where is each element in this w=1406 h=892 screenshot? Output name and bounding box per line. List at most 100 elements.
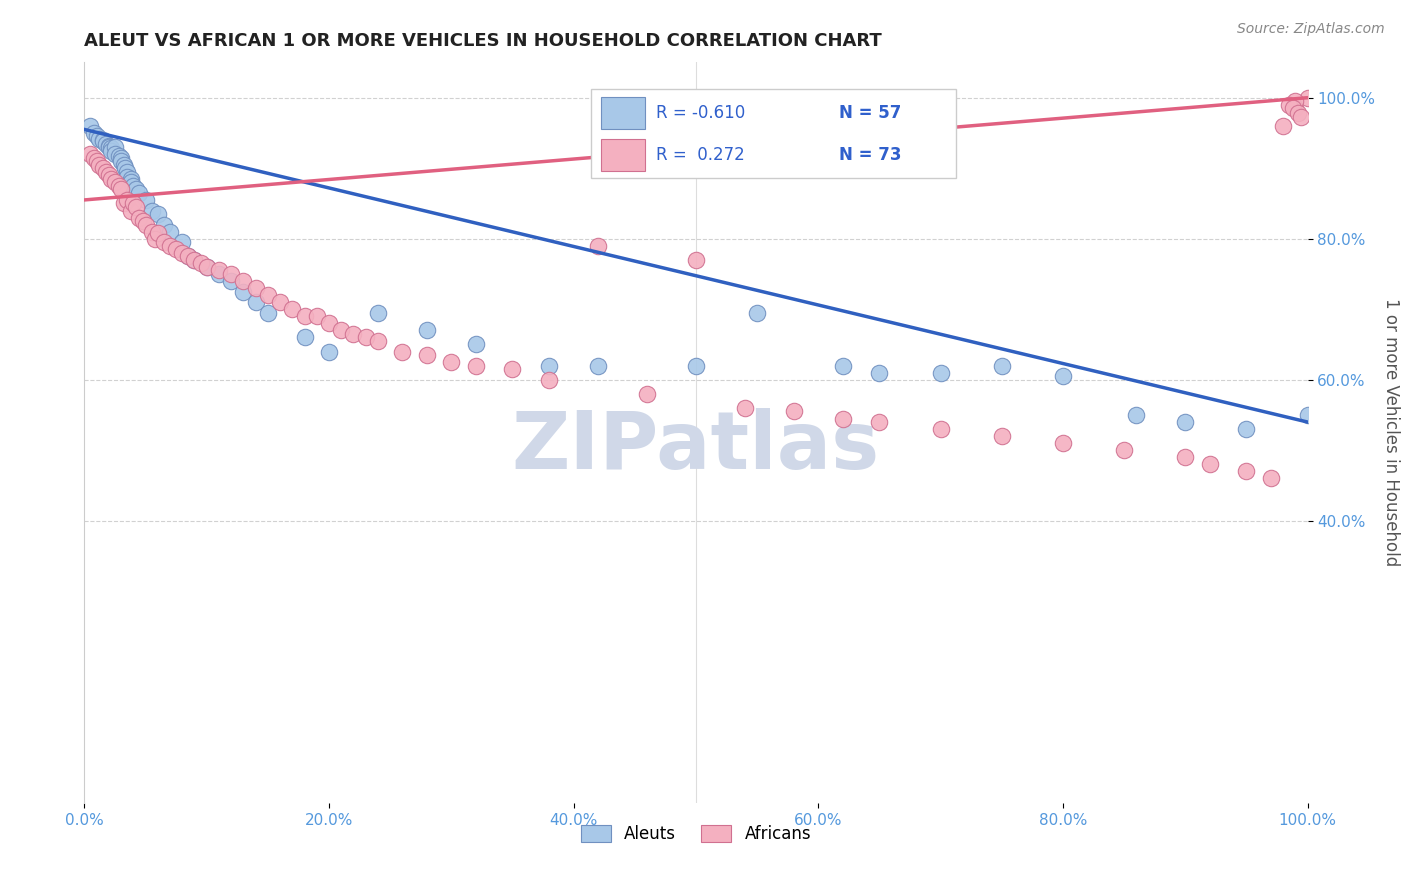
Point: [294, 310, 316, 324]
Point: [104, 140, 127, 154]
Point: [86, 129, 108, 144]
Point: [79, 147, 101, 161]
Text: Source: ZipAtlas.com: Source: ZipAtlas.com: [1237, 22, 1385, 37]
Point: [125, 200, 148, 214]
Point: [128, 186, 150, 200]
Point: [96, 165, 118, 179]
Point: [104, 147, 127, 161]
Point: [122, 196, 145, 211]
FancyBboxPatch shape: [602, 139, 645, 171]
Point: [120, 171, 142, 186]
Point: [219, 267, 242, 281]
Point: [1236, 464, 1258, 478]
Point: [208, 263, 231, 277]
Point: [141, 203, 163, 218]
Point: [440, 355, 463, 369]
Point: [183, 252, 205, 267]
Point: [464, 337, 486, 351]
Legend: Aleuts, Africans: Aleuts, Africans: [574, 819, 818, 850]
Point: [177, 249, 200, 263]
Point: [112, 196, 135, 211]
Point: [97, 140, 120, 154]
Point: [232, 285, 254, 299]
Point: [586, 239, 609, 253]
Point: [685, 252, 707, 267]
Point: [143, 232, 166, 246]
Point: [636, 387, 658, 401]
Point: [83, 151, 105, 165]
Point: [208, 267, 231, 281]
Point: [219, 274, 242, 288]
Point: [125, 182, 148, 196]
Point: [232, 274, 254, 288]
Point: [367, 306, 389, 320]
Point: [91, 161, 114, 176]
Point: [734, 401, 756, 415]
Point: [100, 171, 122, 186]
Point: [783, 404, 806, 418]
Point: [391, 344, 413, 359]
Point: [1174, 450, 1197, 465]
Text: R = -0.610: R = -0.610: [657, 104, 745, 122]
Point: [1272, 119, 1295, 133]
Point: [831, 359, 853, 373]
Point: [342, 326, 364, 341]
Point: [141, 225, 163, 239]
Point: [153, 218, 176, 232]
Point: [1114, 443, 1136, 458]
Point: [122, 178, 145, 193]
Point: [318, 316, 340, 330]
Point: [91, 135, 114, 149]
Point: [929, 366, 952, 380]
Point: [1052, 369, 1074, 384]
Point: [83, 126, 105, 140]
Point: [132, 214, 155, 228]
Point: [502, 362, 524, 376]
Point: [305, 310, 328, 324]
Point: [100, 144, 122, 158]
Point: [195, 260, 218, 274]
FancyBboxPatch shape: [591, 89, 956, 178]
Point: [1125, 408, 1147, 422]
Point: [330, 323, 353, 337]
Point: [153, 235, 176, 250]
Point: [112, 158, 135, 172]
Text: ALEUT VS AFRICAN 1 OR MORE VEHICLES IN HOUSEHOLD CORRELATION CHART: ALEUT VS AFRICAN 1 OR MORE VEHICLES IN H…: [84, 32, 882, 50]
Point: [120, 203, 142, 218]
Point: [318, 344, 340, 359]
Point: [114, 161, 136, 176]
Point: [165, 242, 187, 256]
Point: [1236, 422, 1258, 436]
Point: [831, 411, 853, 425]
Point: [281, 302, 304, 317]
Point: [135, 193, 157, 207]
Point: [120, 175, 142, 189]
Point: [172, 245, 194, 260]
FancyBboxPatch shape: [602, 97, 645, 129]
Point: [172, 235, 194, 250]
Point: [354, 330, 377, 344]
Point: [135, 218, 157, 232]
Point: [1286, 106, 1309, 120]
Point: [869, 366, 891, 380]
Point: [97, 138, 120, 153]
Point: [159, 225, 181, 239]
Point: [115, 165, 138, 179]
Point: [538, 359, 561, 373]
Point: [128, 211, 150, 225]
Point: [86, 154, 108, 169]
Y-axis label: 1 or more Vehicles in Household: 1 or more Vehicles in Household: [1382, 299, 1400, 566]
Point: [685, 359, 707, 373]
Text: R =  0.272: R = 0.272: [657, 146, 745, 164]
Point: [110, 151, 132, 165]
Point: [110, 182, 132, 196]
Point: [1296, 91, 1319, 105]
Point: [79, 119, 101, 133]
Point: [586, 359, 609, 373]
Point: [146, 207, 169, 221]
Point: [1198, 458, 1220, 472]
Point: [257, 288, 280, 302]
Point: [416, 323, 439, 337]
Point: [1174, 415, 1197, 429]
Point: [115, 169, 138, 184]
